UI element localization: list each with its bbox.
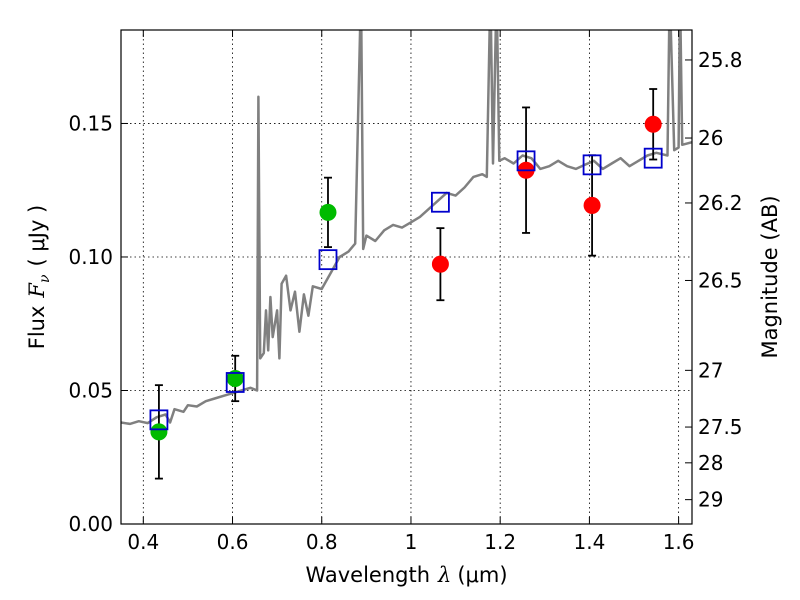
y-tick-label: 0.00	[68, 512, 113, 536]
y-tick-label: 0.05	[68, 378, 113, 402]
axis-ticks: 0.4 0.6 0.8 1 1.2 1.4 1.6 0.00 0.05 0.10 0.15 25.8 2…	[68, 30, 743, 554]
plot-frame	[120, 29, 693, 525]
model-photometry-square	[582, 154, 602, 176]
x-tick-label: 1	[405, 530, 418, 554]
model-photometry-square	[318, 249, 338, 271]
y-axis-label: FluxFν( μJy )	[25, 205, 53, 349]
model-photometry-square	[149, 409, 169, 431]
marker-layer	[149, 88, 663, 480]
magnitude-tick-label: 27	[698, 358, 723, 382]
x-tick-label: 0.6	[217, 530, 249, 554]
magnitude-tick-label: 29	[698, 488, 723, 512]
model-photometry-square	[643, 147, 663, 169]
y-tick-label: 0.15	[68, 111, 113, 135]
magnitude-tick-label: 27.5	[698, 415, 743, 439]
x-axis-label: Wavelength λ (μm)	[305, 563, 507, 587]
x-tick-label: 1.4	[573, 530, 605, 554]
magnitude-tick-label: 26.2	[698, 191, 743, 215]
nir-detection-point	[583, 196, 601, 214]
nir-detection-point	[431, 255, 449, 273]
model-photometry-square	[225, 372, 245, 393]
model-photometry-square	[431, 191, 450, 213]
optical-detection-point	[319, 203, 337, 221]
nir-detection-point	[644, 115, 662, 133]
y2-axis-label: Magnitude (AB)	[758, 195, 782, 358]
x-tick-label: 1.6	[663, 530, 695, 554]
model-spectrum-line	[121, 30, 692, 426]
magnitude-tick-label: 25.8	[698, 48, 743, 72]
x-tick-label: 0.4	[127, 530, 159, 554]
optical-detection-point	[150, 423, 168, 441]
model-photometry-square	[516, 150, 536, 172]
x-tick-label: 0.8	[306, 530, 338, 554]
magnitude-tick-label: 28	[698, 451, 723, 475]
magnitude-tick-label: 26	[698, 126, 723, 150]
magnitude-tick-label: 26.5	[698, 268, 743, 292]
grid	[121, 30, 692, 524]
x-tick-label: 1.2	[484, 530, 516, 554]
model-spectrum-layer	[121, 30, 692, 426]
y-tick-label: 0.10	[68, 245, 113, 269]
